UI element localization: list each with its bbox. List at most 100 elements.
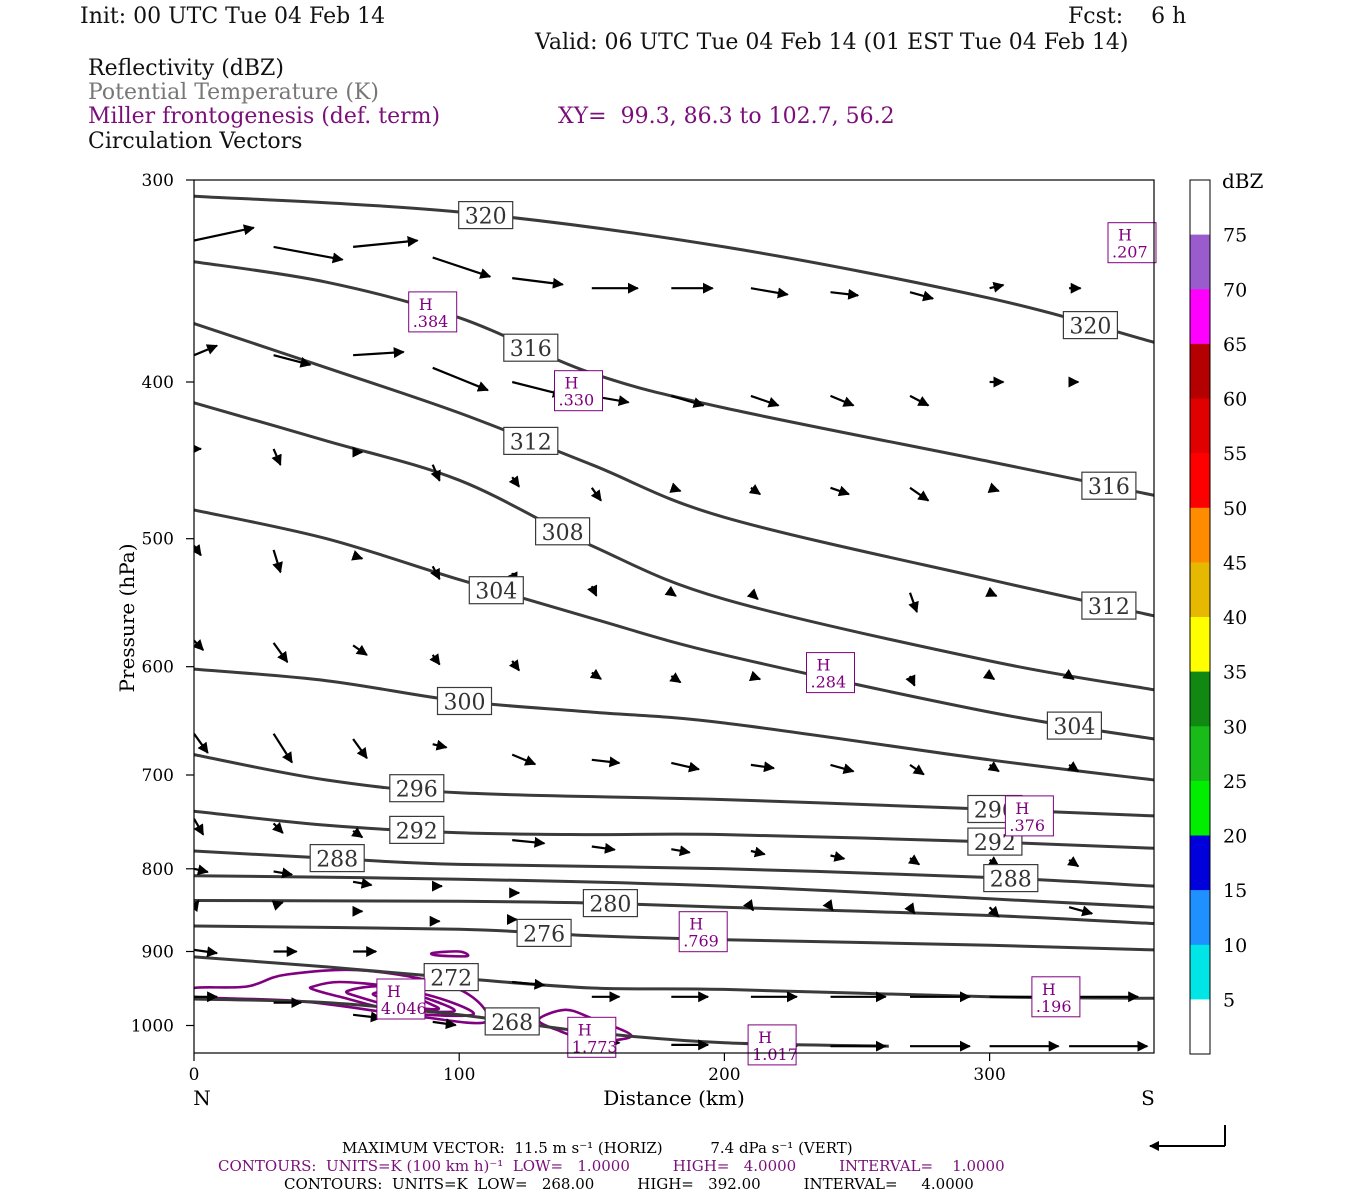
circulation-vector [664, 585, 677, 597]
footer-contours-purple: CONTOURS: UNITS=K (100 km h)⁻¹ LOW= 1.00… [218, 1157, 1005, 1175]
isentrope-300 [194, 667, 1154, 782]
frontogenesis-max-h: H [419, 295, 433, 314]
circulation-vector [272, 642, 289, 663]
isentrope-label: 312 [1088, 595, 1130, 620]
circulation-vector [750, 846, 766, 858]
colorbar-label: 10 [1223, 935, 1247, 957]
header-fcst: Fcst: 6 h [1068, 4, 1187, 29]
circulation-vector [830, 485, 850, 497]
y-tick-label: 400 [142, 373, 174, 393]
colorbar-label: 5 [1223, 989, 1235, 1011]
circulation-vector [194, 224, 255, 242]
circulation-vector [512, 978, 546, 990]
circulation-vector [353, 347, 405, 359]
header-valid: Valid: 06 UTC Tue 04 Feb 14 (01 EST Tue … [535, 30, 1129, 55]
circulation-vector [194, 544, 202, 557]
colorbar-label: 45 [1223, 552, 1247, 574]
colorbar-label: 65 [1223, 334, 1247, 356]
frontogenesis-max-h: H [387, 982, 401, 1001]
circulation-vector [822, 899, 834, 912]
header-init: Init: 00 UTC Tue 04 Feb 14 [80, 4, 386, 29]
frontogenesis-max-box [554, 370, 603, 412]
circulation-vector [432, 739, 448, 751]
colorbar-label: 60 [1223, 389, 1247, 411]
circulation-vector [987, 905, 1000, 918]
circulation-vector [904, 902, 916, 915]
circulation-vector [194, 733, 209, 754]
right-end-label: S [1141, 1086, 1155, 1110]
y-tick-label: 900 [142, 943, 174, 963]
circulation-vector [194, 344, 219, 357]
circulation-vector [909, 290, 935, 302]
colorbar-swatch [1190, 999, 1210, 1055]
circulation-vector [587, 584, 598, 597]
circulation-vector [746, 588, 759, 601]
circulation-vector [352, 644, 368, 656]
frontogenesis-max-box [376, 978, 426, 1020]
isentrope-label: 292 [396, 819, 438, 844]
colorbar-label: 20 [1223, 826, 1247, 848]
circulation-vector [748, 484, 762, 496]
y-tick-label: 300 [142, 171, 174, 191]
circulation-vector [272, 549, 283, 574]
isentrope-label-box [1081, 591, 1137, 620]
circulation-vector [271, 448, 282, 466]
frontogenesis-max-value: .207 [1112, 243, 1148, 262]
circulation-vector [830, 288, 860, 300]
circulation-vector [909, 763, 925, 776]
circulation-vector [671, 761, 700, 773]
circulation-vector [430, 464, 441, 482]
isentrope-label: 316 [1088, 475, 1130, 500]
y-tick-label: 600 [142, 658, 174, 678]
isentrope-320 [194, 194, 1154, 344]
circulation-vector [909, 486, 930, 502]
circulation-vector [352, 877, 373, 889]
isentrope-label: 312 [510, 430, 552, 455]
circulation-vector [194, 899, 200, 913]
circulation-vector [1068, 905, 1094, 917]
colorbar-swatch [1190, 453, 1210, 509]
frontogenesis-max-box [1004, 795, 1054, 837]
circulation-vector [352, 236, 419, 248]
frontogenesis-max-box [747, 1024, 797, 1066]
frontogenesis-max-value: .196 [1036, 997, 1072, 1016]
circulation-vector [748, 670, 762, 682]
colorbar-label: 70 [1223, 279, 1247, 301]
legend-frontogenesis: Miller frontogenesis (def. term) [88, 104, 441, 129]
circulation-vector [742, 899, 755, 912]
isentrope-312 [194, 322, 1154, 618]
colorbar-swatch [1190, 289, 1210, 345]
frontogenesis-max-value: 1.017 [752, 1045, 798, 1064]
circulation-vector [987, 761, 1000, 773]
frontogenesis-max-h: H [565, 374, 579, 393]
circulation-vector [908, 592, 919, 614]
circulation-vector [669, 482, 682, 493]
isentrope-label: 296 [396, 778, 438, 803]
isentrope-label-box [983, 863, 1039, 893]
colorbar-swatch [1190, 617, 1210, 673]
colorbar-label: 30 [1223, 716, 1247, 738]
plot-frame [193, 179, 1155, 1054]
isentrope-label-box [468, 576, 524, 605]
y-tick-label: 700 [142, 766, 174, 786]
isentrope-label: 272 [430, 967, 472, 992]
isentrope-label: 276 [523, 922, 565, 947]
circulation-vector [671, 845, 691, 857]
footer-max-vector: MAXIMUM VECTOR: 11.5 m s⁻¹ (HORIZ) 7.4 d… [342, 1139, 853, 1157]
isentrope-label-box [582, 888, 639, 918]
isentrope-label-box [1062, 311, 1119, 340]
isentrope-label: 304 [475, 580, 517, 605]
isentrope-label: 288 [316, 848, 358, 873]
isentrope-label-box [503, 426, 559, 455]
colorbar-label: 40 [1223, 607, 1247, 629]
frontogenesis-max-box [806, 652, 855, 694]
frontogenesis-max-h: H [1015, 799, 1029, 818]
x-tick-label: 0 [189, 1065, 200, 1085]
legend-vectors: Circulation Vectors [88, 129, 303, 154]
circulation-vector [429, 653, 441, 666]
isentrope-label-box [436, 686, 493, 716]
isentrope-272 [194, 955, 1154, 1000]
colorbar-swatch [1190, 398, 1210, 454]
circulation-vector [352, 1011, 382, 1023]
